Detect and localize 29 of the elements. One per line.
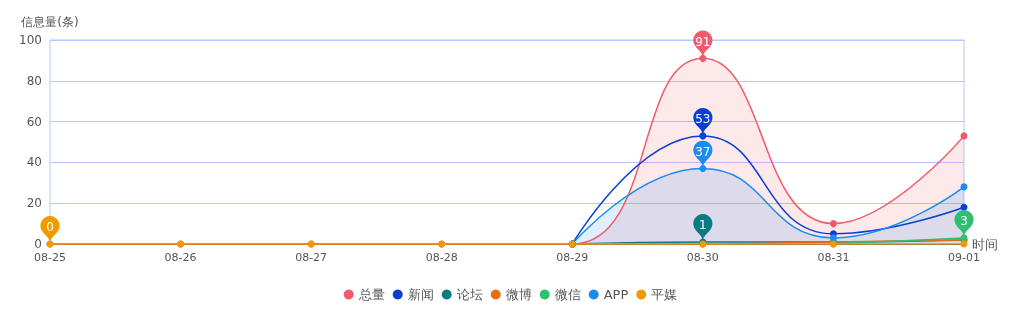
data-label: 1 [699, 218, 707, 233]
y-tick-label: 20 [26, 196, 42, 211]
x-tick-label: 08-31 [817, 251, 850, 264]
y-axis-title: 信息量(条) [21, 15, 79, 29]
y-tick-label: 100 [19, 33, 42, 47]
x-tick-label: 08-29 [556, 251, 589, 264]
data-label: 53 [695, 112, 711, 127]
x-axis-title: 时间 [972, 236, 998, 252]
legend-label: 微博 [505, 287, 532, 302]
legend-label: APP [603, 287, 629, 302]
y-tick-label: 40 [26, 155, 42, 170]
y-tick-label: 60 [26, 114, 42, 129]
x-tick-label: 08-30 [686, 251, 719, 264]
data-label: 0 [46, 220, 54, 235]
legend-label: 微信 [554, 287, 581, 302]
data-label: 91 [695, 34, 711, 49]
data-label: 3 [960, 214, 968, 229]
y-tick-label: 0 [34, 237, 42, 251]
x-tick-label: 08-26 [164, 251, 197, 264]
x-tick-label: 08-25 [34, 251, 66, 264]
y-tick-label: 80 [26, 73, 42, 88]
legend-label: 平媒 [651, 287, 678, 302]
legend-label: 总量 [357, 287, 385, 302]
data-label: 37 [695, 144, 711, 159]
legend-label: 新闻 [407, 287, 434, 302]
legend-label: 论坛 [456, 287, 483, 302]
x-tick-label: 08-28 [425, 251, 458, 264]
x-tick-label: 08-27 [295, 251, 328, 264]
x-tick-label: 09-01 [948, 251, 980, 264]
